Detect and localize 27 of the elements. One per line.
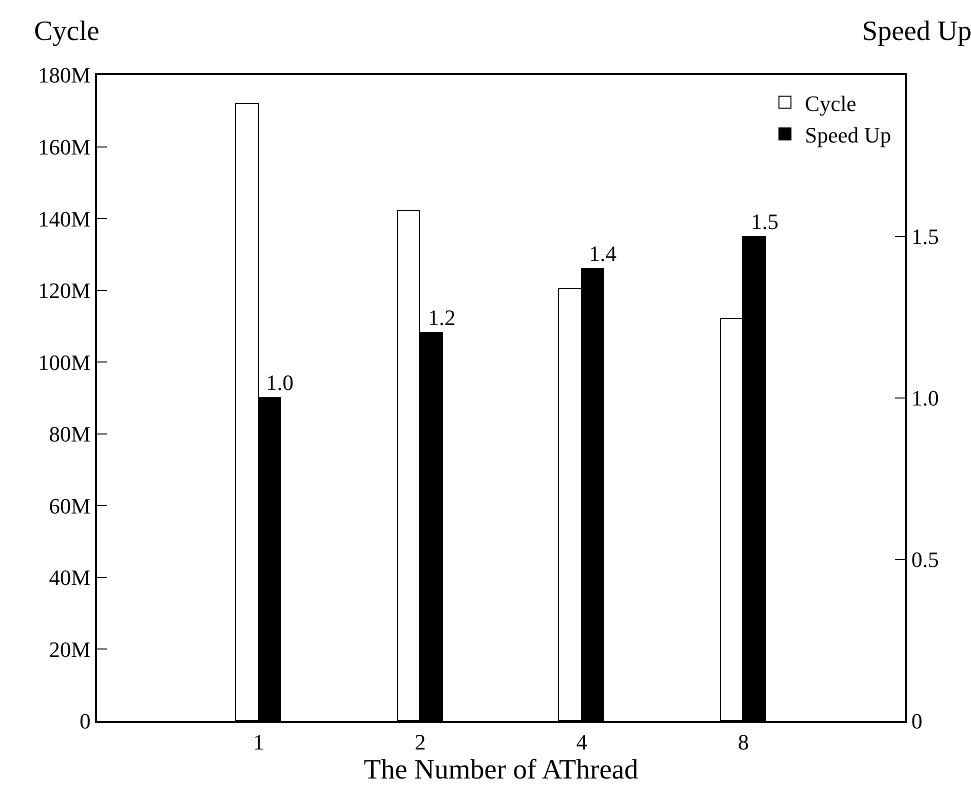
y2-axis-title: Speed Up xyxy=(862,16,971,47)
y-tick-label: 80M xyxy=(49,422,91,447)
y-tick-label: 140M xyxy=(38,206,91,232)
y-tick-label: 20M xyxy=(49,636,91,662)
y-tick-label: 180M xyxy=(38,62,91,88)
y-tick-label: 100M xyxy=(38,350,91,375)
x-tick-label: 2 xyxy=(414,729,426,754)
legend-label: Cycle xyxy=(804,90,856,116)
x-tick-label: 8 xyxy=(738,729,749,754)
data-label: 1.0 xyxy=(266,370,294,395)
data-label: 1.5 xyxy=(751,209,778,234)
x-axis-title: The Number of AThread xyxy=(364,754,638,786)
y-tick-label: 0 xyxy=(80,708,91,734)
y-tick-label: 60M xyxy=(49,493,91,518)
y-axis-title: Cycle xyxy=(34,16,100,47)
y-tick-label: 160M xyxy=(38,134,91,160)
data-label: 1.2 xyxy=(428,305,456,330)
y2-tick-label: 1.0 xyxy=(911,386,939,411)
data-label: 1.4 xyxy=(589,241,616,266)
legend-label: Speed Up xyxy=(804,122,892,148)
y-tick-label: 120M xyxy=(38,278,91,304)
y-tick-label: 40M xyxy=(49,565,91,590)
x-tick-label: 1 xyxy=(253,729,264,754)
y2-tick-label: 0 xyxy=(911,708,922,734)
x-tick-label: 4 xyxy=(576,729,588,754)
y2-tick-label: 0.5 xyxy=(911,547,939,572)
y2-tick-label: 1.5 xyxy=(911,224,939,250)
